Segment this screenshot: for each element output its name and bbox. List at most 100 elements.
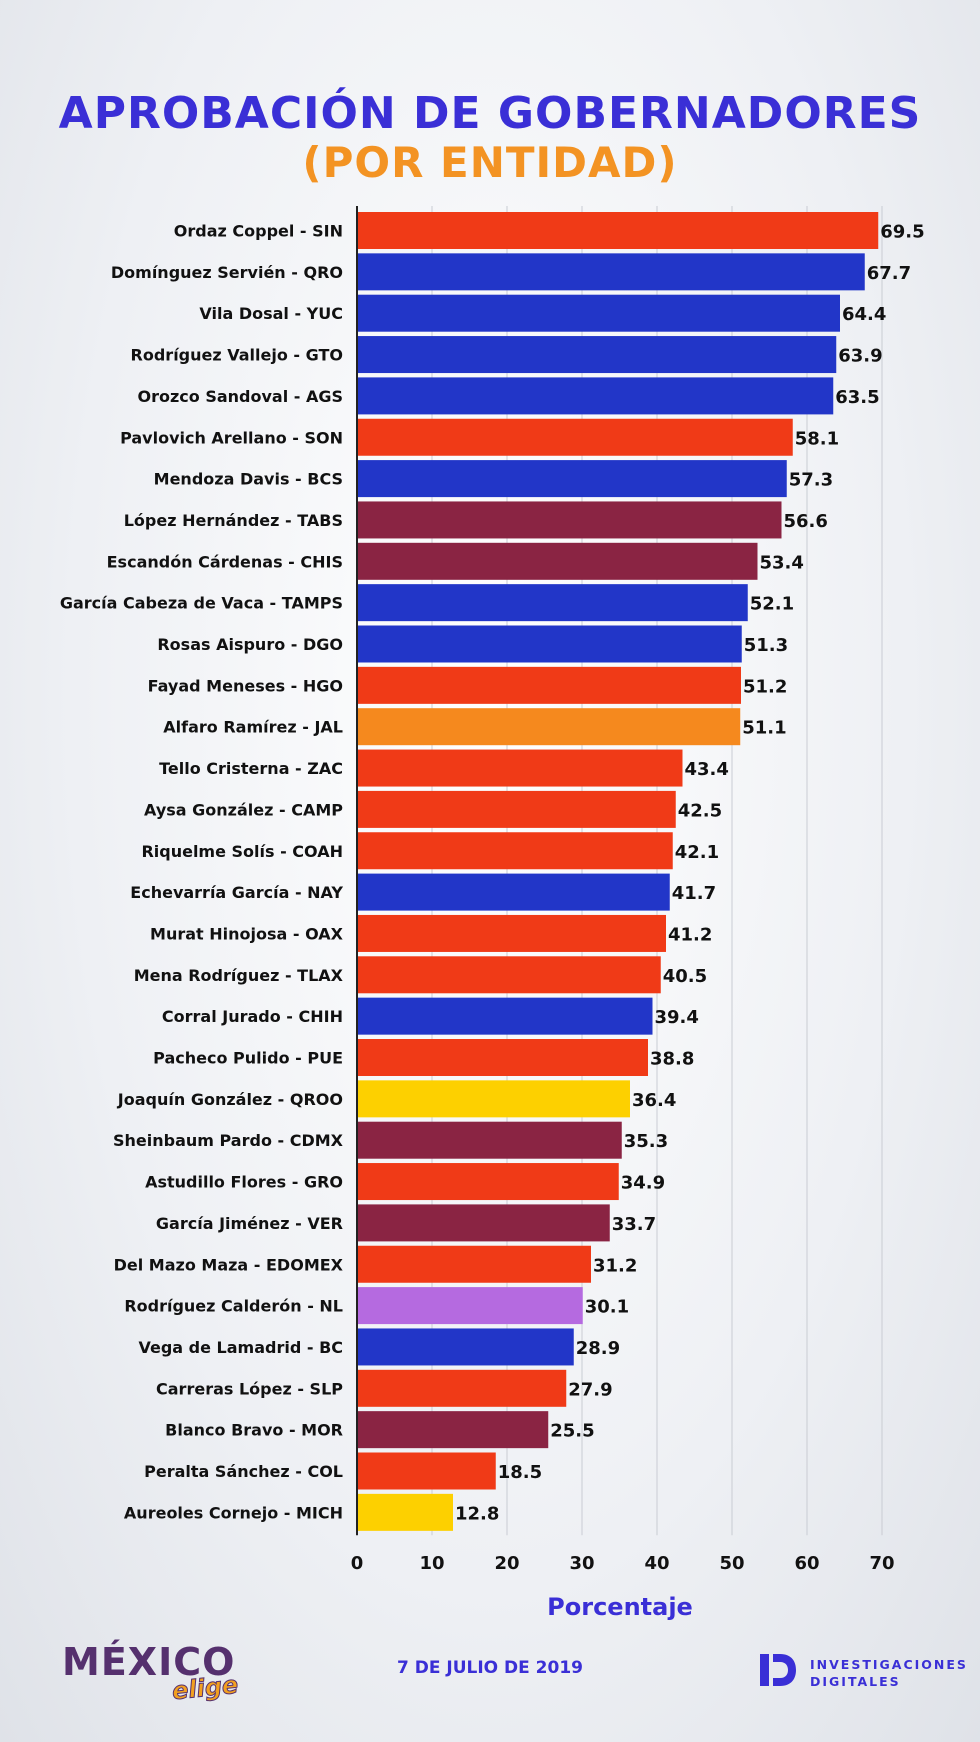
category-label: Rodríguez Vallejo - GTO (131, 346, 343, 365)
category-label: Echevarría García - NAY (130, 883, 343, 902)
category-label: Ordaz Coppel - SIN (174, 222, 343, 241)
value-label: 41.7 (672, 883, 716, 904)
category-label: Joaquín González - QROO (117, 1090, 343, 1109)
value-label: 63.9 (838, 346, 882, 367)
bar (357, 460, 787, 498)
category-label: Rodríguez Calderón - NL (124, 1297, 343, 1316)
category-label: Del Mazo Maza - EDOMEX (114, 1255, 344, 1274)
chart-title: APROBACIÓN DE GOBERNADORES (58, 88, 922, 139)
chart-subtitle: (POR ENTIDAD) (302, 138, 678, 187)
bar (357, 1452, 496, 1490)
bar (357, 501, 782, 539)
x-tick-label: 60 (794, 1553, 819, 1574)
bar (357, 873, 670, 911)
bar (357, 1039, 648, 1076)
logo-main-text: MÉXICO (62, 1640, 236, 1684)
investigaciones-digitales-logo-icon (760, 1654, 796, 1686)
value-label: 39.4 (655, 1007, 699, 1028)
bar (357, 1204, 610, 1242)
category-label: García Cabeza de Vaca - TAMPS (60, 594, 343, 613)
bar (357, 1287, 583, 1325)
x-tick-label: 30 (569, 1553, 594, 1574)
value-label: 58.1 (795, 428, 839, 449)
bar (357, 1121, 622, 1159)
publication-date: 7 DE JULIO DE 2019 (396, 1658, 583, 1678)
value-label: 42.1 (675, 842, 719, 863)
bar (357, 832, 673, 870)
bar (357, 997, 653, 1035)
value-label: 56.6 (784, 511, 828, 532)
value-label: 28.9 (576, 1338, 620, 1359)
bar (357, 1080, 630, 1118)
category-label: Vega de Lamadrid - BC (138, 1338, 343, 1357)
value-label: 52.1 (750, 594, 794, 615)
bar (357, 790, 676, 828)
bar (357, 542, 758, 580)
x-axis-label: Porcentaje (547, 1593, 693, 1621)
bar (357, 584, 748, 622)
x-tick-label: 0 (351, 1553, 364, 1574)
bar (357, 666, 741, 704)
value-label: 31.2 (593, 1255, 637, 1276)
brand-name: INVESTIGACIONES DIGITALES (810, 1656, 968, 1690)
x-tick-labels: 0 10 20 30 40 50 60 70 (351, 1553, 895, 1574)
bar (357, 212, 879, 249)
bar (357, 956, 661, 994)
brand-line-2: DIGITALES (810, 1674, 901, 1689)
category-label: Mendoza Davis - BCS (154, 470, 343, 489)
category-label: Rosas Aispuro - DGO (157, 635, 343, 654)
value-label: 69.5 (880, 222, 924, 243)
category-label: Aysa González - CAMP (144, 800, 343, 819)
brand-line-1: INVESTIGACIONES (810, 1657, 968, 1672)
bar (357, 1411, 549, 1449)
bar (357, 625, 742, 663)
x-tick-label: 10 (419, 1553, 444, 1574)
category-label: Carreras López - SLP (156, 1379, 343, 1398)
value-label: 36.4 (632, 1090, 676, 1111)
value-label: 43.4 (685, 759, 729, 780)
category-label: Peralta Sánchez - COL (144, 1462, 343, 1481)
bar (357, 1163, 619, 1201)
value-label: 51.1 (742, 718, 786, 739)
value-labels: 69.5 67.7 64.4 63.9 63.5 58.1 57.3 56.6 53.4 52.1… (455, 222, 925, 1525)
value-label: 12.8 (455, 1503, 499, 1524)
mexico-elige-logo: MÉXICO elige (62, 1640, 240, 1706)
bar (357, 1245, 591, 1283)
bar (357, 1369, 567, 1407)
category-label: López Hernández - TABS (124, 511, 343, 530)
category-label: Aureoles Cornejo - MICH (124, 1503, 343, 1522)
category-labels: Ordaz Coppel - SIN Domínguez Servién - QR… (60, 222, 344, 1523)
value-label: 35.3 (624, 1131, 668, 1152)
category-label: Orozco Sandoval - AGS (137, 387, 343, 406)
value-label: 64.4 (842, 304, 886, 325)
category-label: Vila Dosal - YUC (199, 304, 343, 323)
value-label: 57.3 (789, 470, 833, 491)
value-label: 63.5 (835, 387, 879, 408)
x-tick-label: 70 (869, 1553, 894, 1574)
category-label: García Jiménez - VER (156, 1214, 343, 1233)
value-label: 41.2 (668, 924, 712, 945)
bars-group (357, 212, 879, 1531)
value-label: 42.5 (678, 800, 722, 821)
category-label: Fayad Meneses - HGO (148, 676, 343, 695)
category-label: Riquelme Solís - COAH (141, 842, 343, 861)
bar (357, 749, 683, 787)
value-label: 67.7 (867, 263, 911, 284)
bar (357, 914, 666, 952)
bar (357, 377, 834, 415)
bar (357, 708, 741, 746)
value-label: 51.3 (744, 635, 788, 656)
category-label: Pacheco Pulido - PUE (153, 1049, 343, 1068)
value-label: 33.7 (612, 1214, 656, 1235)
x-tick-label: 20 (494, 1553, 519, 1574)
category-label: Tello Cristerna - ZAC (159, 759, 343, 778)
value-label: 18.5 (498, 1462, 542, 1483)
value-label: 40.5 (663, 966, 707, 987)
value-label: 25.5 (550, 1421, 594, 1442)
value-label: 27.9 (568, 1379, 612, 1400)
value-label: 38.8 (650, 1049, 694, 1070)
x-tick-label: 40 (644, 1553, 669, 1574)
category-label: Astudillo Flores - GRO (145, 1173, 343, 1192)
category-label: Mena Rodríguez - TLAX (134, 966, 344, 985)
bar (357, 1493, 453, 1531)
